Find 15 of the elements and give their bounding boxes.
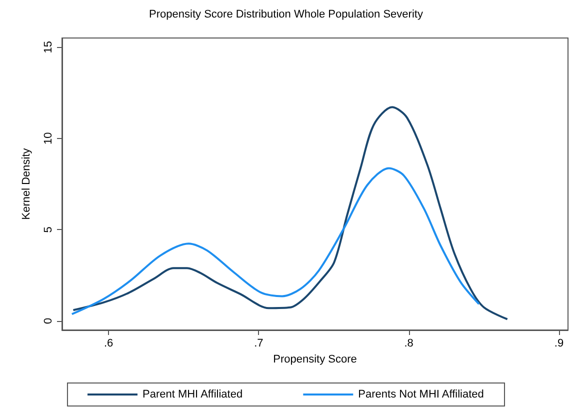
legend-label: Parent MHI Affiliated: [142, 388, 243, 400]
x-tick-label: .6: [104, 338, 114, 350]
chart-title: Propensity Score Distribution Whole Population Severity: [149, 8, 424, 20]
y-axis-title: Kernel Density: [20, 148, 32, 220]
y-tick-label: 10: [42, 132, 54, 144]
x-tick-label: .7: [254, 338, 264, 350]
y-tick-label: 0: [42, 318, 54, 324]
x-tick-label: .9: [554, 338, 564, 350]
x-axis-title: Propensity Score: [273, 353, 357, 366]
y-tick-label: 15: [42, 41, 54, 54]
line-series: [72, 106, 508, 320]
line-series: [70, 167, 480, 316]
legend-label: Parents Not MHI Affiliated: [358, 388, 484, 400]
x-tick-label: .8: [404, 338, 414, 350]
y-tick-label: 5: [42, 226, 54, 233]
